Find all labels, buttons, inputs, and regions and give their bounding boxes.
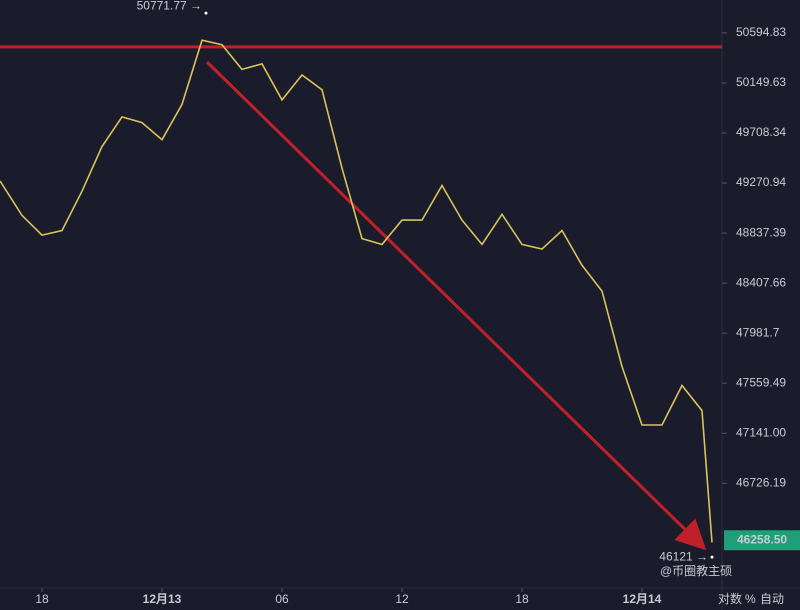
trend-arrow: [205, 60, 707, 551]
y-tick-label: 50149.63: [736, 75, 786, 89]
y-tick-label: 48837.39: [736, 225, 786, 239]
watermark: @币圈教主硕: [660, 563, 732, 578]
high-label: 50771.77 →: [137, 0, 202, 12]
x-tick-label: 12月14: [623, 592, 662, 606]
x-tick-label: 12: [395, 592, 409, 606]
scale-button[interactable]: %: [745, 592, 756, 606]
x-tick-label: 18: [35, 592, 49, 606]
y-tick-label: 47981.7: [736, 325, 780, 339]
scale-button[interactable]: 对数: [718, 591, 742, 606]
last-price-tag: [724, 530, 800, 551]
y-tick-label: 49708.34: [736, 125, 786, 139]
y-tick-label: 46726.19: [736, 475, 786, 489]
y-tick-label: 49270.94: [736, 175, 786, 189]
x-tick-label: 06: [275, 592, 289, 606]
low-label: 46121 →: [659, 549, 708, 563]
y-tick-label: 47559.49: [736, 375, 786, 389]
x-tick-label: 18: [515, 592, 529, 606]
y-tick-label: 48407.66: [736, 275, 786, 289]
low-marker: [710, 555, 714, 559]
last-price-label: 46258.50: [737, 532, 787, 546]
high-marker: [204, 11, 208, 15]
price-line: [0, 39, 713, 543]
x-tick-label: 12月13: [143, 592, 182, 606]
y-tick-label: 50594.83: [736, 25, 786, 39]
scale-button[interactable]: 自动: [760, 592, 784, 606]
y-tick-label: 47141.00: [736, 425, 786, 439]
